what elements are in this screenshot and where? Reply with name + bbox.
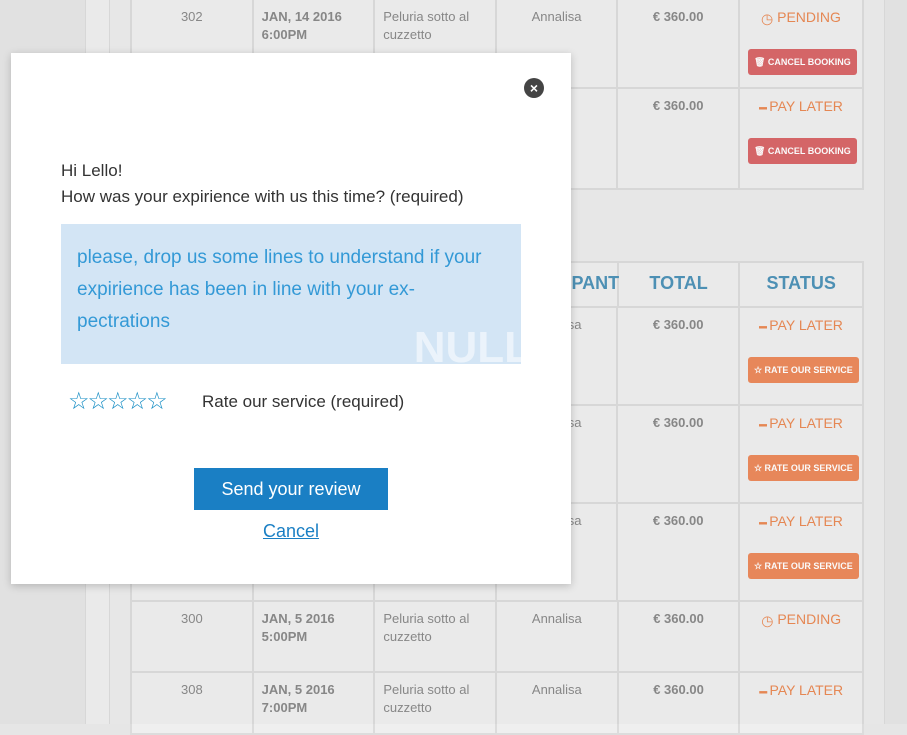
total: € 360.00 bbox=[619, 602, 741, 671]
booking-date: JAN, 14 2016 6:00PM bbox=[254, 0, 376, 87]
star-icon[interactable]: ☆ bbox=[107, 388, 128, 415]
time: 5:00PM bbox=[261, 629, 308, 644]
total: € 360.00 bbox=[618, 504, 740, 600]
total: € 360.00 bbox=[618, 308, 740, 404]
table-row: 308 JAN, 5 2016 7:00PM Peluria sotto al cuz… bbox=[132, 673, 862, 733]
clock-icon: ◷ bbox=[761, 612, 778, 629]
button-label: RATE OUR SERVICE bbox=[764, 561, 853, 572]
cancel-booking-button[interactable]: 🗑 CANCEL BOOKING bbox=[747, 138, 857, 165]
send-review-button[interactable]: Send your review bbox=[194, 468, 388, 510]
dash-icon: ▬ bbox=[759, 419, 770, 429]
status-cell: ◷ PENDING bbox=[740, 602, 862, 671]
column-header: STATUS bbox=[766, 273, 836, 293]
cancel-link[interactable]: Cancel bbox=[262, 521, 320, 541]
status-cell: ▬ PAY LATER ☆ RATE OUR SERVICE bbox=[740, 504, 862, 600]
close-icon[interactable]: × bbox=[524, 78, 544, 98]
dash-icon: ▬ bbox=[759, 321, 770, 331]
service: Peluria sotto al cuzzetto bbox=[375, 673, 498, 733]
participant: Annalisa bbox=[497, 0, 619, 87]
booking-id: 300 bbox=[132, 602, 254, 671]
star-icon[interactable]: ☆ bbox=[126, 388, 148, 415]
dash-icon: ▬ bbox=[759, 102, 770, 112]
status-text: PAY LATER bbox=[769, 682, 844, 698]
date: JAN, 5 2016 bbox=[261, 682, 335, 697]
star-icon[interactable]: ☆ bbox=[68, 388, 89, 415]
status-cell: ▬ PAY LATER ☆ RATE OUR SERVICE bbox=[740, 308, 862, 404]
date: JAN, 5 2016 bbox=[261, 611, 335, 626]
status-badge: ▬ PAY LATER bbox=[748, 681, 854, 700]
star-icon[interactable]: ☆ bbox=[146, 388, 167, 415]
date: JAN, 14 2016 bbox=[261, 9, 342, 24]
status-text: PAY LATER bbox=[769, 513, 843, 529]
total: € 360.00 bbox=[618, 406, 740, 502]
status-cell: ▬ PAY LATER 🗑 CANCEL BOOKING bbox=[740, 89, 862, 188]
review-modal: × Hi Lello! How was your expirience with… bbox=[11, 53, 571, 584]
service: Peluria sotto al cuzzetto bbox=[375, 0, 497, 87]
table-row: 300 JAN, 5 2016 5:00PM Peluria sotto al cuz… bbox=[132, 602, 862, 673]
total: € 360.00 bbox=[619, 673, 741, 733]
button-label: CANCEL BOOKING bbox=[767, 57, 851, 68]
star-icon[interactable]: ☆ bbox=[87, 388, 109, 415]
star-icon: ☆ bbox=[753, 561, 765, 572]
participant: Annalisa bbox=[497, 602, 619, 671]
status-badge: ▬ PAY LATER bbox=[748, 414, 854, 433]
booking-date: JAN, 5 2016 5:00PM bbox=[254, 602, 376, 671]
status-text: PENDING bbox=[777, 611, 842, 627]
textarea-placeholder: please, drop us some lines to understand… bbox=[77, 247, 482, 332]
trash-icon: 🗑 bbox=[753, 146, 768, 157]
status-text: PAY LATER bbox=[769, 317, 843, 333]
button-label: CANCEL BOOKING bbox=[767, 146, 851, 157]
booking-id: 308 bbox=[132, 673, 254, 733]
button-label: RATE OUR SERVICE bbox=[764, 365, 853, 376]
clock-icon: ◷ bbox=[761, 10, 778, 27]
rate-service-button[interactable]: ☆ RATE OUR SERVICE bbox=[747, 455, 859, 482]
review-textarea[interactable]: NULL please, drop us some lines to under… bbox=[61, 224, 521, 364]
rate-service-button[interactable]: ☆ RATE OUR SERVICE bbox=[747, 553, 859, 580]
status-cell: ▬ PAY LATER ☆ RATE OUR SERVICE bbox=[740, 406, 862, 502]
status-cell: ▬ PAY LATER bbox=[740, 673, 862, 733]
trash-icon: 🗑 bbox=[753, 57, 768, 68]
status-badge: ▬ PAY LATER bbox=[748, 97, 854, 116]
star-rating[interactable]: ☆☆☆☆☆ bbox=[68, 387, 168, 416]
question: How was your expirience with us this tim… bbox=[61, 187, 464, 206]
rate-service-button[interactable]: ☆ RATE OUR SERVICE bbox=[747, 357, 859, 384]
status-badge: ▬ PAY LATER bbox=[748, 316, 854, 335]
cancel-booking-button[interactable]: 🗑 CANCEL BOOKING bbox=[747, 49, 857, 76]
participant: Annalisa bbox=[497, 673, 619, 733]
status-text: PAY LATER bbox=[769, 415, 843, 431]
status-text: PAY LATER bbox=[769, 98, 843, 114]
status-cell: ◷ PENDING 🗑 CANCEL BOOKING bbox=[740, 0, 862, 87]
status-badge: ◷ PENDING bbox=[748, 610, 854, 629]
column-header: TOTAL bbox=[619, 263, 741, 306]
dash-icon: ▬ bbox=[759, 686, 770, 696]
status-text: PENDING bbox=[777, 9, 841, 25]
time: 6:00PM bbox=[261, 27, 308, 42]
total: € 360.00 bbox=[618, 0, 740, 87]
dash-icon: ▬ bbox=[759, 517, 770, 527]
rate-label: Rate our service (required) bbox=[202, 392, 405, 411]
participant bbox=[497, 89, 619, 188]
status-badge: ▬ PAY LATER bbox=[748, 512, 854, 531]
booking-id: 302 bbox=[132, 0, 254, 87]
star-icon: ☆ bbox=[753, 365, 765, 376]
total: € 360.00 bbox=[618, 89, 740, 188]
button-label: RATE OUR SERVICE bbox=[764, 463, 853, 474]
null-watermark-logo: NULL bbox=[413, 323, 521, 365]
booking-date: JAN, 5 2016 7:00PM bbox=[254, 673, 376, 733]
greeting: Hi Lello! bbox=[61, 161, 123, 180]
status-badge: ◷ PENDING bbox=[748, 8, 854, 27]
time: 7:00PM bbox=[261, 700, 308, 715]
service: Peluria sotto al cuzzetto bbox=[375, 602, 498, 671]
star-icon: ☆ bbox=[753, 463, 765, 474]
